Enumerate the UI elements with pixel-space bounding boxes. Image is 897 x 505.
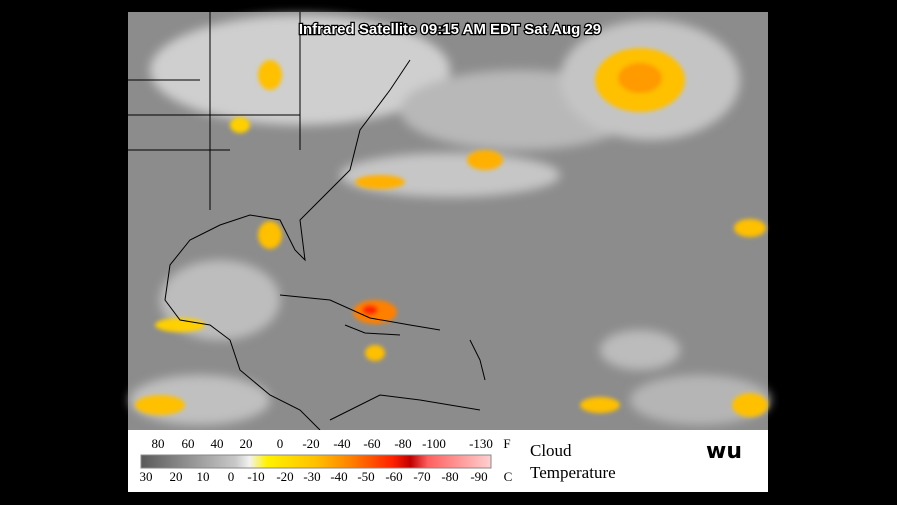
fahrenheit-label: 20: [240, 436, 253, 451]
celsius-label: 0: [228, 469, 235, 484]
celsius-label: -40: [330, 469, 347, 484]
celsius-label: -90: [470, 469, 487, 484]
fahrenheit-label: -100: [422, 436, 446, 451]
celsius-label: 10: [197, 469, 210, 484]
fahrenheit-label: 0: [277, 436, 284, 451]
fahrenheit-label: 60: [182, 436, 195, 451]
fahrenheit-label: -40: [333, 436, 350, 451]
celsius-label: 30: [140, 469, 153, 484]
color-scale: [140, 454, 492, 469]
celsius-unit: C: [504, 469, 513, 484]
fahrenheit-label: 40: [211, 436, 224, 451]
fahrenheit-label: -60: [363, 436, 380, 451]
celsius-label: -30: [303, 469, 320, 484]
celsius-label: 20: [170, 469, 183, 484]
map-title: Infrared Satellite 09:15 AM EDT Sat Aug …: [299, 21, 601, 38]
celsius-label: -20: [276, 469, 293, 484]
cold-cloud-tops: [135, 48, 768, 417]
celsius-label: -80: [441, 469, 458, 484]
celsius-label: -50: [357, 469, 374, 484]
legend-caption: Temperature: [530, 463, 616, 482]
celsius-label: -70: [413, 469, 430, 484]
fahrenheit-label: -80: [394, 436, 411, 451]
celsius-label: -60: [385, 469, 402, 484]
fahrenheit-label: -20: [302, 436, 319, 451]
legend-caption: Cloud: [530, 441, 572, 460]
fahrenheit-label: -130: [469, 436, 493, 451]
fahrenheit-unit: F: [503, 436, 510, 451]
fahrenheit-label: 80: [152, 436, 165, 451]
coastlines: [128, 12, 486, 431]
logo: wu: [706, 439, 742, 464]
celsius-label: -10: [247, 469, 264, 484]
